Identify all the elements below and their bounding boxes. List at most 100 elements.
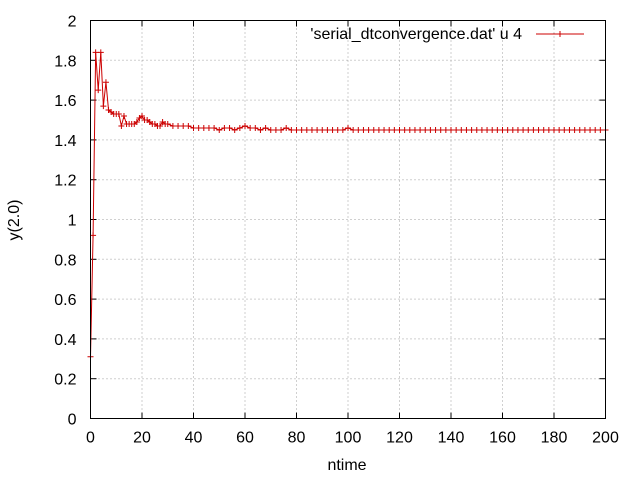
data-point: [262, 124, 269, 131]
data-point: [411, 126, 418, 133]
data-point: [90, 232, 97, 239]
x-tick-labels: 0 20 40 60 80 100 120 140 160 180 200: [86, 430, 619, 447]
data-point: [272, 126, 279, 133]
data-point-marker: [262, 124, 269, 131]
data-point-marker: [95, 87, 102, 94]
data-point-marker: [381, 126, 388, 133]
data-point: [381, 126, 388, 133]
legend-label: 'serial_dtconvergence.dat' u 4: [310, 26, 522, 43]
data-point: [288, 126, 295, 133]
data-point-marker: [520, 126, 527, 133]
data-point: [499, 126, 506, 133]
x-tick-label: 200: [592, 430, 619, 447]
data-point-marker: [571, 126, 578, 133]
y-tick-label: 0.8: [54, 252, 76, 269]
data-point: [226, 124, 233, 131]
data-point-marker: [417, 126, 424, 133]
data-point: [120, 113, 127, 120]
data-point: [267, 126, 274, 133]
data-point-marker: [257, 126, 264, 133]
data-point-marker: [581, 126, 588, 133]
data-point: [339, 126, 346, 133]
x-tick-label: 20: [133, 430, 151, 447]
data-point-marker: [90, 232, 97, 239]
data-point: [303, 126, 310, 133]
data-point: [473, 126, 480, 133]
data-point: [597, 126, 604, 133]
data-point-marker: [514, 126, 521, 133]
data-point-marker: [334, 126, 341, 133]
data-point: [236, 124, 243, 131]
data-point: [391, 126, 398, 133]
data-point: [314, 126, 321, 133]
data-point: [185, 122, 192, 129]
data-point: [396, 126, 403, 133]
data-point-marker: [288, 126, 295, 133]
data-point: [442, 126, 449, 133]
data-point: [427, 126, 434, 133]
data-point: [592, 126, 599, 133]
data-point-marker: [157, 122, 164, 129]
data-point-marker: [226, 124, 233, 131]
data-point: [345, 124, 351, 131]
data-point-marker: [231, 126, 238, 133]
x-tick-label: 160: [489, 430, 516, 447]
data-point-marker: [252, 124, 259, 131]
grid: [90, 20, 606, 419]
legend-marker: [557, 31, 563, 37]
plot-frame: [90, 20, 606, 419]
data-point-marker: [319, 126, 326, 133]
data-point: [118, 122, 125, 129]
data-point-marker: [180, 122, 187, 129]
data-point: [535, 126, 542, 133]
data-point-marker: [365, 126, 372, 133]
data-point: [509, 126, 516, 133]
y-axis-label: y(2.0): [6, 200, 23, 241]
data-point-marker: [545, 126, 552, 133]
data-point-marker: [360, 126, 367, 133]
data-point: [216, 126, 223, 133]
data-point: [180, 122, 187, 129]
data-point: [551, 126, 557, 133]
data-point-marker: [293, 126, 300, 133]
data-point-marker: [298, 126, 305, 133]
data-point: [566, 126, 573, 133]
data-point-marker: [478, 126, 485, 133]
data-point-marker: [242, 122, 248, 129]
data-point: [556, 126, 563, 133]
data-point: [576, 126, 583, 133]
x-tick-label: 0: [86, 430, 95, 447]
data-point-marker: [401, 126, 408, 133]
data-point-marker: [236, 124, 243, 131]
data-point: [100, 103, 107, 110]
x-tick-label: 40: [185, 430, 203, 447]
data-point: [133, 118, 140, 125]
data-point: [190, 124, 197, 131]
y-tick-label: 1.8: [54, 53, 76, 70]
x-tick-label: 60: [236, 430, 254, 447]
data-point: [561, 126, 568, 133]
data-point-marker: [556, 126, 563, 133]
data-point-marker: [463, 126, 470, 133]
y-tick-label: 1.2: [54, 173, 76, 190]
y-tick-label: 0.4: [54, 332, 76, 349]
data-point: [252, 124, 259, 131]
data-point: [169, 122, 176, 129]
data-point: [283, 124, 290, 131]
data-point: [334, 126, 341, 133]
data-point-marker: [190, 124, 197, 131]
data-point-marker: [115, 111, 122, 118]
data-point-marker: [427, 126, 434, 133]
data-point-marker: [164, 120, 171, 127]
data-point-marker: [525, 126, 532, 133]
data-point: [370, 126, 377, 133]
data-point: [406, 126, 413, 133]
legend: 'serial_dtconvergence.dat' u 4: [310, 26, 584, 43]
data-point-marker: [272, 126, 279, 133]
data-point: [437, 126, 444, 133]
data-point-marker: [396, 126, 403, 133]
data-point-marker: [540, 126, 547, 133]
data-point-marker: [370, 126, 377, 133]
data-point: [417, 126, 424, 133]
data-point: [319, 126, 326, 133]
